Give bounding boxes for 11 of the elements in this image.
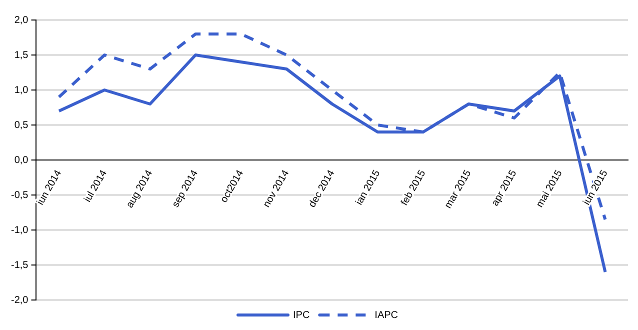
y-tick-label: -1,5 [10,260,29,271]
y-tick-label: 0,0 [14,154,29,166]
legend-label: IAPC [374,310,398,321]
y-tick-label: -0,5 [10,190,29,201]
y-tick-label: 1,0 [14,84,29,96]
y-tick-label: 1,5 [14,50,29,61]
y-tick-label: -2,0 [10,294,29,306]
y-tick-label: 0,5 [14,120,29,131]
y-tick-label: 2,0 [14,14,29,26]
legend-label: IPC [292,310,310,321]
y-tick-label: -1,0 [10,224,29,236]
